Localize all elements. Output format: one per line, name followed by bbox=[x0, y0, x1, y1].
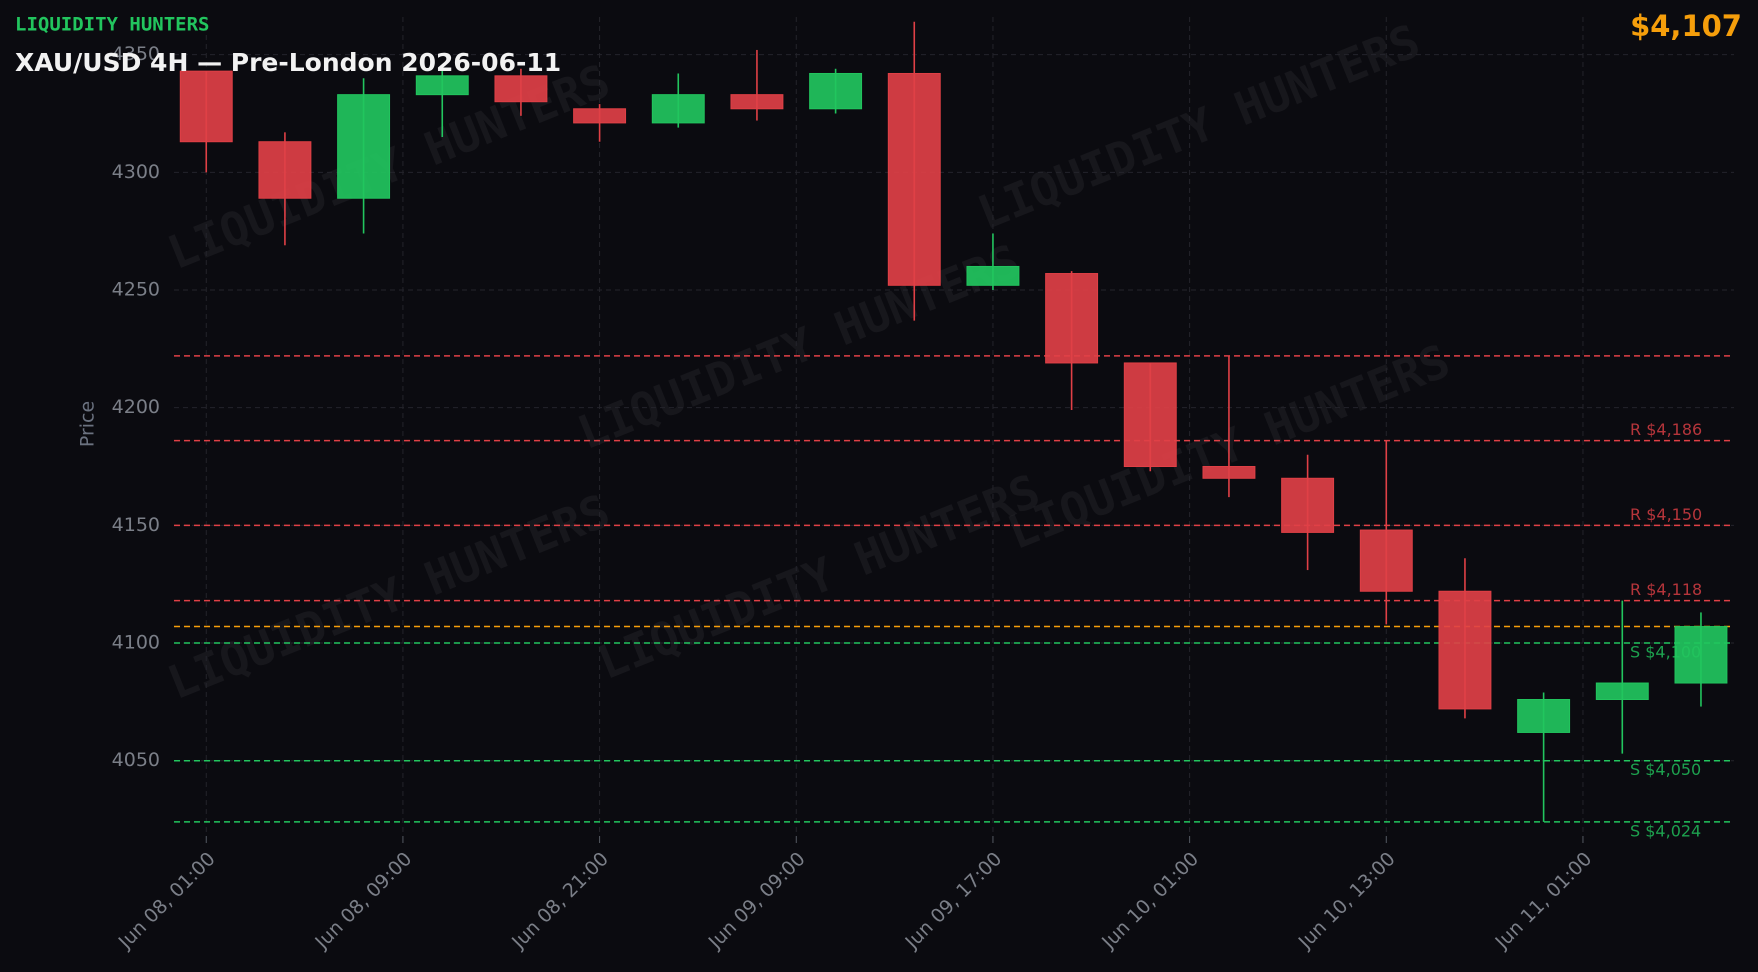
x-tick-label: Jun 08, 21:00 bbox=[507, 848, 613, 954]
candle-body bbox=[337, 94, 391, 199]
x-tick-label: Jun 10, 01:00 bbox=[1097, 848, 1203, 954]
candle-body bbox=[1123, 362, 1177, 468]
x-tick-label: Jun 09, 09:00 bbox=[704, 848, 810, 954]
candle-body bbox=[1517, 699, 1571, 733]
candle-body bbox=[1281, 477, 1335, 533]
level-label: R $4,186 bbox=[1630, 420, 1702, 439]
candle-body bbox=[966, 265, 1020, 286]
y-tick-label: 4150 bbox=[112, 514, 160, 536]
brand: LIQUIDITY HUNTERS bbox=[15, 14, 209, 36]
watermark: LIQUIDITY HUNTERS bbox=[590, 464, 1047, 690]
candle-body bbox=[651, 94, 705, 124]
candle-body bbox=[1045, 273, 1099, 364]
level-label: R $4,118 bbox=[1630, 580, 1702, 599]
watermark: LIQUIDITY HUNTERS bbox=[160, 484, 617, 710]
candle-body bbox=[415, 75, 469, 96]
candles bbox=[179, 21, 1728, 822]
candle-body bbox=[494, 75, 548, 103]
current-price: $4,107 bbox=[1630, 9, 1742, 43]
y-tick-label: 4300 bbox=[112, 161, 160, 183]
x-tick-label: Jun 09, 17:00 bbox=[900, 848, 1006, 954]
candle-body bbox=[1359, 529, 1413, 592]
watermark: LIQUIDITY HUNTERS bbox=[570, 234, 1027, 460]
y-tick-label: 4100 bbox=[112, 632, 160, 654]
candle-body bbox=[887, 72, 941, 286]
x-tick-label: Jun 08, 09:00 bbox=[310, 848, 416, 954]
candle-body bbox=[1438, 590, 1492, 710]
level-label: R $4,150 bbox=[1630, 505, 1702, 524]
x-tick-label: Jun 08, 01:00 bbox=[114, 848, 220, 954]
x-tick-label: Jun 10, 13:00 bbox=[1294, 848, 1400, 954]
candle-body bbox=[258, 141, 312, 199]
level-label: S $4,050 bbox=[1630, 760, 1701, 779]
candle-body bbox=[1595, 682, 1649, 701]
candle-body bbox=[179, 70, 233, 143]
y-tick-label: 4200 bbox=[112, 396, 160, 418]
candle-body bbox=[730, 94, 784, 110]
y-tick-label: 4250 bbox=[112, 279, 160, 301]
watermark: LIQUIDITY HUNTERS bbox=[970, 14, 1427, 240]
y-tick-label: 4350 bbox=[112, 43, 160, 65]
candle-body bbox=[573, 108, 627, 124]
candle-body bbox=[1202, 466, 1256, 479]
x-tick-label: Jun 11, 01:00 bbox=[1490, 848, 1596, 954]
y-tick-label: 4050 bbox=[112, 749, 160, 771]
candle-body bbox=[809, 72, 863, 110]
level-label: S $4,024 bbox=[1630, 821, 1701, 840]
chart-title: XAU/USD 4H — Pre-London 2026-06-11 bbox=[15, 48, 561, 77]
candle-body bbox=[1674, 626, 1728, 684]
y-axis-label: Price bbox=[77, 401, 99, 447]
